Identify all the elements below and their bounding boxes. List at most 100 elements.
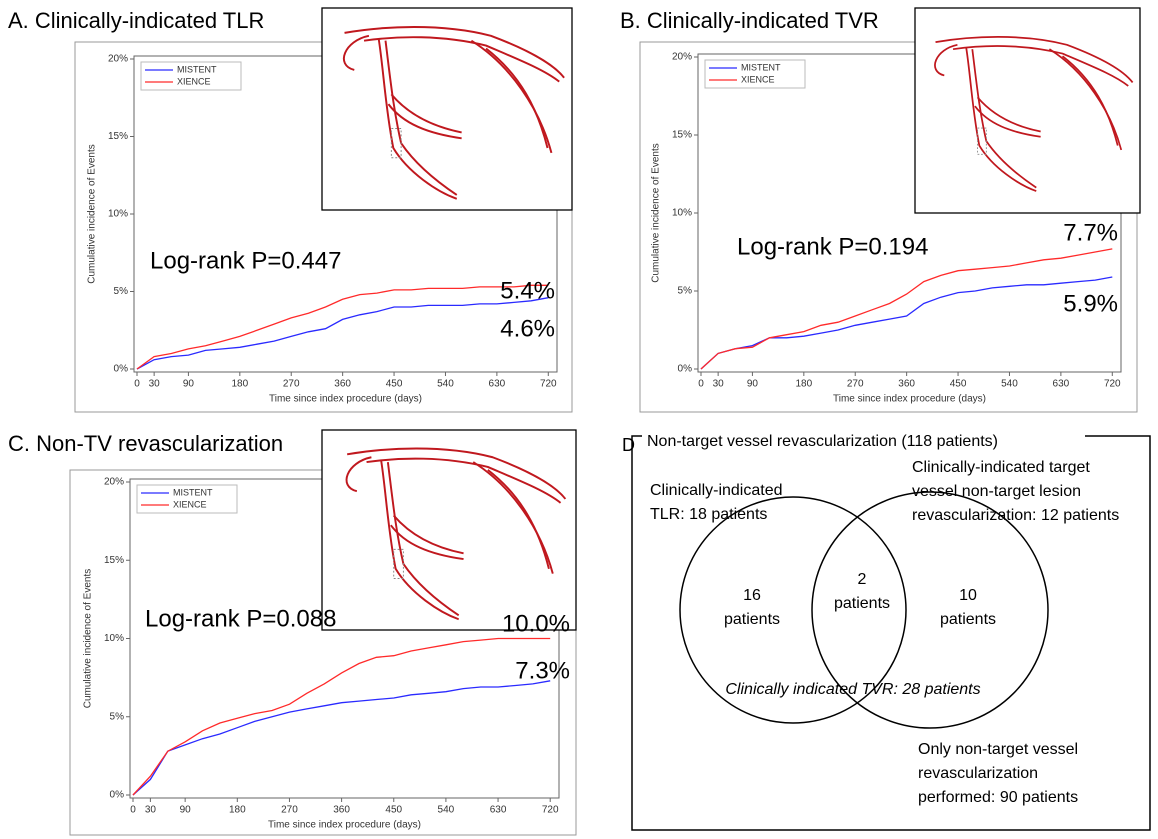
y-tick-label: 5% bbox=[114, 286, 129, 297]
set-label: Clinically-indicated bbox=[650, 482, 783, 499]
x-tick-label: 180 bbox=[795, 379, 812, 390]
chart-panel: C. Non-TV revascularization 0% 5% 10% 15% 20%… bbox=[8, 429, 577, 836]
region-count: patients bbox=[834, 595, 890, 612]
region-count: patients bbox=[724, 611, 780, 628]
x-tick-label: 540 bbox=[437, 379, 454, 390]
x-tick-label: 720 bbox=[542, 805, 559, 816]
y-tick-label: 15% bbox=[108, 131, 128, 142]
x-axis-label: Time since index procedure (days) bbox=[268, 820, 421, 831]
venn-title: Non-target vessel revascularization (118… bbox=[647, 433, 998, 450]
region-count: 2 bbox=[858, 571, 867, 588]
legend-label: XIENCE bbox=[741, 74, 775, 84]
annotation: 4.6% bbox=[500, 315, 555, 342]
annotation: 7.7% bbox=[1063, 219, 1118, 246]
legend-label: MISTENT bbox=[173, 487, 213, 497]
y-tick-label: 0% bbox=[110, 790, 125, 801]
chart-title: C. Non-TV revascularization bbox=[8, 431, 283, 456]
legend-box bbox=[704, 59, 806, 89]
legend-box bbox=[136, 484, 238, 514]
x-tick-label: 630 bbox=[490, 805, 507, 816]
union-label: Clinically indicated TVR: 28 patients bbox=[725, 681, 980, 698]
series-line bbox=[136, 297, 549, 370]
charts: A. Clinically-indicated TLR0%5%10%15%20%… bbox=[8, 7, 1141, 836]
y-axis-label: Cumulative incidence of Events bbox=[83, 569, 94, 709]
x-tick-label: 450 bbox=[386, 379, 403, 390]
legend-label: MISTENT bbox=[177, 64, 217, 74]
x-tick-label: 30 bbox=[149, 379, 161, 390]
x-tick-label: 360 bbox=[333, 805, 350, 816]
panel-border bbox=[631, 435, 1151, 831]
x-tick-label: 270 bbox=[281, 805, 298, 816]
outside-label: performed: 90 patients bbox=[918, 789, 1078, 806]
chart-panel: A. Clinically-indicated TLR 0% 5% 10% 15% 20%… bbox=[8, 7, 573, 413]
series-line bbox=[132, 680, 551, 796]
x-tick-label: 720 bbox=[1104, 379, 1121, 390]
x-tick-label: 180 bbox=[231, 379, 248, 390]
x-tick-label: 30 bbox=[713, 379, 725, 390]
set-label: Clinically-indicated target bbox=[912, 459, 1090, 476]
x-tick-label: 360 bbox=[334, 379, 351, 390]
y-tick-label: 10% bbox=[108, 209, 128, 220]
y-tick-label: 5% bbox=[110, 711, 125, 722]
x-tick-label: 0 bbox=[698, 379, 704, 390]
x-tick-label: 30 bbox=[145, 805, 157, 816]
y-tick-label: 0% bbox=[114, 364, 129, 375]
set-label: vessel non-target lesion bbox=[912, 483, 1081, 500]
annotation: 10.0% bbox=[502, 610, 570, 637]
legend-label: XIENCE bbox=[173, 499, 207, 509]
y-tick-label: 15% bbox=[104, 555, 124, 566]
x-tick-label: 90 bbox=[747, 379, 759, 390]
annotation: Log-rank P=0.194 bbox=[737, 233, 928, 260]
chart-title: A. Clinically-indicated TLR bbox=[8, 8, 264, 33]
annotation: Log-rank P=0.088 bbox=[145, 605, 336, 632]
y-tick-label: 5% bbox=[678, 286, 693, 297]
x-tick-label: 450 bbox=[385, 805, 402, 816]
x-tick-label: 720 bbox=[540, 379, 557, 390]
y-tick-label: 20% bbox=[672, 52, 692, 63]
region-count: patients bbox=[940, 611, 996, 628]
y-tick-label: 15% bbox=[672, 130, 692, 141]
set-label: TLR: 18 patients bbox=[650, 506, 767, 523]
x-tick-label: 540 bbox=[1001, 379, 1018, 390]
x-axis-label: Time since index procedure (days) bbox=[833, 394, 986, 405]
region-count: 16 bbox=[743, 587, 761, 604]
series-line bbox=[700, 248, 1113, 370]
inset-frame bbox=[321, 7, 573, 211]
x-tick-label: 90 bbox=[180, 805, 192, 816]
outside-label: revascularization bbox=[918, 765, 1038, 782]
panel-label: D bbox=[622, 435, 635, 455]
series-line bbox=[136, 284, 549, 370]
x-tick-label: 630 bbox=[489, 379, 506, 390]
annotation: 5.9% bbox=[1063, 290, 1118, 317]
y-axis-label: Cumulative incidence of Events bbox=[651, 143, 662, 283]
x-axis-label: Time since index procedure (days) bbox=[269, 394, 422, 405]
legend-label: MISTENT bbox=[741, 62, 781, 72]
y-tick-label: 0% bbox=[678, 364, 693, 375]
x-tick-label: 270 bbox=[283, 379, 300, 390]
x-tick-label: 450 bbox=[950, 379, 967, 390]
x-tick-label: 360 bbox=[898, 379, 915, 390]
y-tick-label: 20% bbox=[104, 477, 124, 488]
outside-label: Only non-target vessel bbox=[918, 741, 1078, 758]
inset-frame bbox=[914, 7, 1141, 214]
y-tick-label: 20% bbox=[108, 54, 128, 65]
venn-circle bbox=[811, 491, 1049, 729]
region-count: 10 bbox=[959, 587, 977, 604]
chart-panel: B. Clinically-indicated TVR 0% 5% 10% 15% 20%… bbox=[620, 7, 1141, 413]
series-line bbox=[132, 637, 551, 796]
x-tick-label: 0 bbox=[134, 379, 140, 390]
x-tick-label: 540 bbox=[438, 805, 455, 816]
legend-label: XIENCE bbox=[177, 76, 211, 86]
chart-title: B. Clinically-indicated TVR bbox=[620, 8, 879, 33]
annotation: 7.3% bbox=[515, 657, 570, 684]
x-tick-label: 0 bbox=[130, 805, 136, 816]
x-tick-label: 270 bbox=[847, 379, 864, 390]
inset-frame bbox=[321, 429, 577, 631]
y-tick-label: 10% bbox=[672, 208, 692, 219]
annotation: Log-rank P=0.447 bbox=[150, 247, 341, 274]
venn-circle bbox=[679, 496, 907, 724]
set-label: revascularization: 12 patients bbox=[912, 507, 1119, 524]
legend-box bbox=[140, 61, 242, 91]
y-tick-label: 10% bbox=[104, 633, 124, 644]
